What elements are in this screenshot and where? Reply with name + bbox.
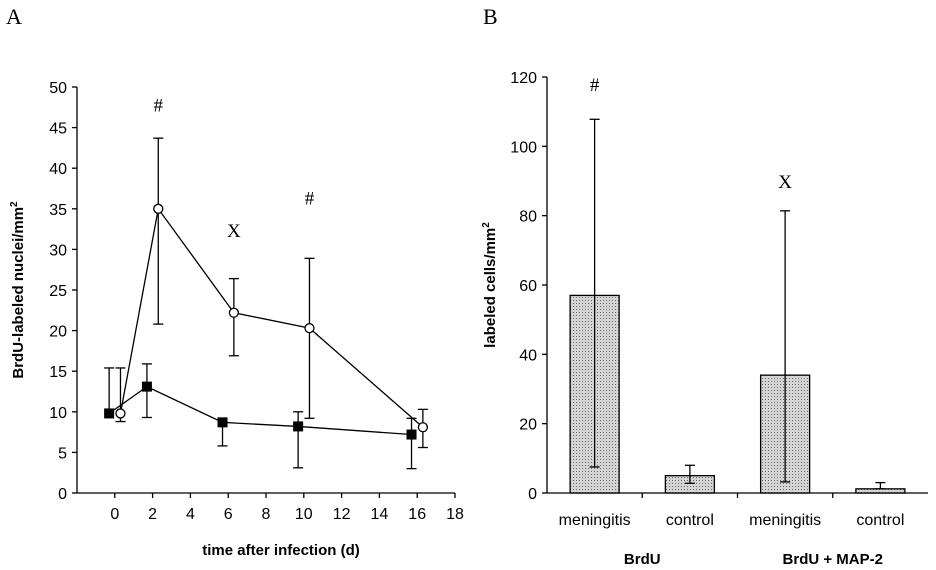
group-label: BrdU <box>624 551 661 568</box>
y-axis-label-b-sup: 2 <box>481 222 492 228</box>
y-tick-label-a: 30 <box>49 242 67 259</box>
y-tick-label-a: 15 <box>49 364 67 381</box>
y-tick-label-a: 45 <box>49 121 67 138</box>
y-axis-label-a: BrdU-labeled nuclei/mm2 <box>9 201 27 379</box>
annotation-a: # <box>154 95 164 116</box>
y-tick-label-b: 20 <box>519 417 537 434</box>
x-tick-label-a: 16 <box>408 506 426 523</box>
category-label: meningitis <box>559 512 631 529</box>
annotation-b: X <box>778 172 792 193</box>
data-point-circle <box>228 307 240 318</box>
y-tick-label-a: 40 <box>49 161 67 178</box>
data-point-circle <box>115 408 126 419</box>
data-point-square <box>104 408 115 419</box>
x-tick-label-a: 0 <box>110 506 119 523</box>
x-tick-label-a: 4 <box>186 506 195 523</box>
data-point-circle <box>153 203 164 214</box>
annotation-a: X <box>227 221 241 242</box>
data-point-square <box>217 417 228 428</box>
series-line-filled-square <box>108 385 412 436</box>
category-label: meningitis <box>749 512 821 529</box>
y-tick-label-b: 0 <box>528 486 537 503</box>
y-tick-label-b: 100 <box>510 139 537 156</box>
y-axis-label-a-sup: 2 <box>9 201 20 207</box>
data-point-circle <box>304 323 315 334</box>
y-tick-label-a: 10 <box>49 405 67 422</box>
series-open-circle <box>115 137 429 449</box>
x-tick-label-a: 6 <box>224 506 233 523</box>
y-axis-label-b-text: labeled cells/mm <box>482 228 499 348</box>
data-point-square <box>293 421 304 432</box>
x-tick-label-a: 2 <box>148 506 157 523</box>
x-tick-label-a: 12 <box>333 506 351 523</box>
y-axis-label-a-text: BrdU-labeled nuclei/mm <box>10 207 27 379</box>
annotation-b: # <box>590 75 600 96</box>
y-tick-label-b: 120 <box>510 70 537 87</box>
data-point-square <box>141 381 152 392</box>
data-point-circle <box>417 422 429 433</box>
chart-b: 0 20 40 60 80 100 120 meningitis control meningit… <box>481 70 928 568</box>
y-tick-label-a: 35 <box>49 202 67 219</box>
panel-label-a: A <box>6 4 22 29</box>
x-axis-label-a: time after infection (d) <box>202 542 360 559</box>
y-axis-label-b: labeled cells/mm2 <box>481 222 499 348</box>
y-tick-label-b: 60 <box>519 278 537 295</box>
x-tick-label-a: 8 <box>262 506 271 523</box>
x-tick-label-a: 14 <box>371 506 389 523</box>
y-tick-label-a: 0 <box>58 486 67 503</box>
y-tick-label-a: 20 <box>49 324 67 341</box>
y-tick-label-a: 5 <box>58 445 67 462</box>
series-filled-square <box>104 363 417 470</box>
series-line-open-circle <box>119 207 424 428</box>
x-tick-label-a: 18 <box>446 506 464 523</box>
annotation-a: # <box>305 189 315 210</box>
x-tick-label-a: 10 <box>295 506 313 523</box>
y-tick-label-b: 80 <box>519 209 537 226</box>
y-tick-label-a: 50 <box>49 80 67 97</box>
group-label: BrdU + MAP-2 <box>783 551 883 568</box>
panel-label-b: B <box>483 4 498 29</box>
data-point-square <box>406 429 417 440</box>
category-label: control <box>666 512 714 529</box>
y-tick-label-b: 40 <box>519 347 537 364</box>
y-tick-label-a: 25 <box>49 283 67 300</box>
category-label: control <box>856 512 904 529</box>
